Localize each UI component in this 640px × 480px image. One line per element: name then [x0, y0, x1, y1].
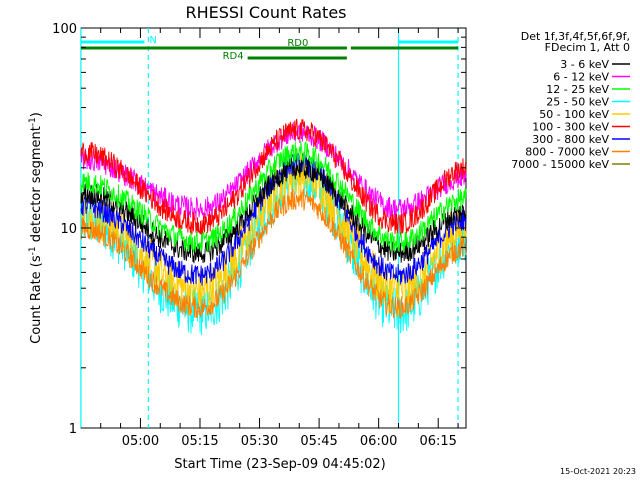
y-axis-label-exp2: -1	[28, 117, 38, 126]
legend-header-line-2: FDecim 1, Att 0	[545, 41, 630, 54]
legend-entry-label: 6 - 12 keV	[553, 71, 609, 84]
series-line	[80, 156, 467, 264]
y-tick-label: 10	[60, 222, 77, 237]
legend-entry-label: 800 - 7000 keV	[525, 146, 609, 159]
series-line	[80, 121, 467, 220]
x-axis: 05:00 05:15 05:30 05:45 06:00 06:15	[100, 28, 459, 449]
x-tick-label: 06:00	[360, 434, 397, 449]
attenuator-bars-layer: N RD0 RD4	[80, 35, 459, 62]
series-layer	[80, 118, 467, 336]
legend-header-line-1: Det 1f,3f,4f,5f,6f,9f,	[521, 30, 630, 43]
legend-entry-label: 25 - 50 keV	[546, 96, 609, 109]
y-axis-label-main: Count Rate (s	[29, 255, 44, 344]
y-tick-label: 1	[69, 422, 77, 437]
y-axis-label-mid: detector segment	[29, 126, 44, 246]
attenuator-bar-label: RD4	[223, 51, 244, 62]
attenuator-bar-label: RD0	[287, 38, 308, 49]
legend-entry-label: 300 - 800 keV	[532, 133, 609, 146]
legend-entry-label: 12 - 25 keV	[546, 83, 609, 96]
series-line	[80, 152, 467, 286]
x-tick-label: 05:15	[181, 434, 218, 449]
y-axis-label: Count Rate (s-1 detector segment-1)	[28, 112, 44, 344]
legend-entry-label: 7000 - 15000 keV	[511, 158, 609, 171]
series-line	[80, 188, 467, 319]
x-tick-label: 06:15	[419, 434, 456, 449]
legend: Det 1f,3f,4f,5f,6f,9f, FDecim 1, Att 0 3…	[511, 30, 630, 171]
legend-entry-label: 100 - 300 keV	[532, 121, 609, 134]
x-tick-label: 05:30	[241, 434, 278, 449]
y-tick-label: 100	[52, 22, 77, 37]
series-line	[80, 118, 467, 235]
attenuator-bar-label: N	[149, 35, 156, 46]
x-axis-label: Start Time (23-Sep-09 04:45:02)	[174, 457, 385, 472]
x-tick-label: 05:00	[122, 434, 159, 449]
y-axis-label-exp1: -1	[28, 246, 38, 255]
plot-area: N RD0 RD4	[80, 27, 467, 429]
series-line	[80, 140, 467, 253]
x-tick-label: 05:45	[300, 434, 337, 449]
legend-entry-label: 3 - 6 keV	[560, 58, 609, 71]
chart-title: RHESSI Count Rates	[186, 3, 347, 22]
y-axis-label-end: )	[29, 112, 44, 117]
y-axis: 1 10 100	[52, 22, 466, 437]
legend-entry-label: 50 - 100 keV	[539, 108, 609, 121]
footer-timestamp: 15-Oct-2021 20:23	[560, 467, 636, 476]
